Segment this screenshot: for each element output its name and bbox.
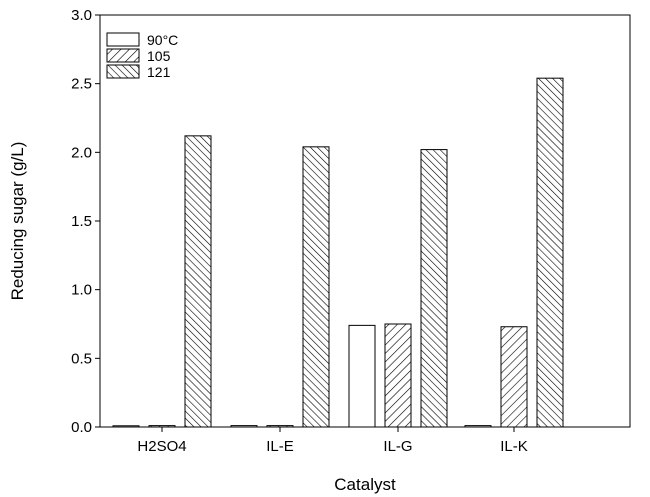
y-axis-title: Reducing sugar (g/L): [8, 142, 27, 301]
y-tick-label: 1.5: [71, 213, 92, 230]
bars: [112, 77, 564, 428]
bar: [302, 146, 330, 428]
legend-label: 121: [147, 64, 171, 80]
bar: [230, 425, 258, 428]
legend-swatch: [106, 64, 140, 79]
x-tick-label: IL-K: [500, 438, 528, 455]
x-axis-title: Catalyst: [334, 475, 396, 494]
bar: [348, 324, 376, 428]
x-tick-label: IL-E: [266, 438, 294, 455]
legend-label: 105: [147, 48, 171, 64]
y-tick-label: 0.5: [71, 350, 92, 367]
x-axis: H2SO4 IL-E IL-G IL-K: [137, 427, 528, 455]
legend-swatch: [106, 32, 140, 47]
bar: [464, 425, 492, 428]
legend-swatch: [106, 48, 140, 63]
bar: [384, 323, 412, 428]
bar: [184, 135, 212, 428]
y-tick-label: 2.0: [71, 144, 92, 161]
bar: [266, 425, 294, 428]
y-tick-label: 2.5: [71, 76, 92, 93]
y-tick-label: 3.0: [71, 7, 92, 24]
x-tick-label: H2SO4: [137, 438, 186, 455]
legend-label: 90°C: [147, 32, 178, 48]
bar: [536, 77, 564, 428]
bar: [112, 425, 140, 428]
y-tick-label: 1.0: [71, 282, 92, 299]
bar: [148, 425, 176, 428]
y-tick-label: 0.0: [71, 419, 92, 436]
bar: [420, 149, 448, 428]
y-axis: 0.0 0.5 1.0 1.5 2.0 2.5 3.0: [71, 7, 100, 436]
bar: [500, 326, 528, 428]
x-tick-label: IL-G: [383, 438, 412, 455]
